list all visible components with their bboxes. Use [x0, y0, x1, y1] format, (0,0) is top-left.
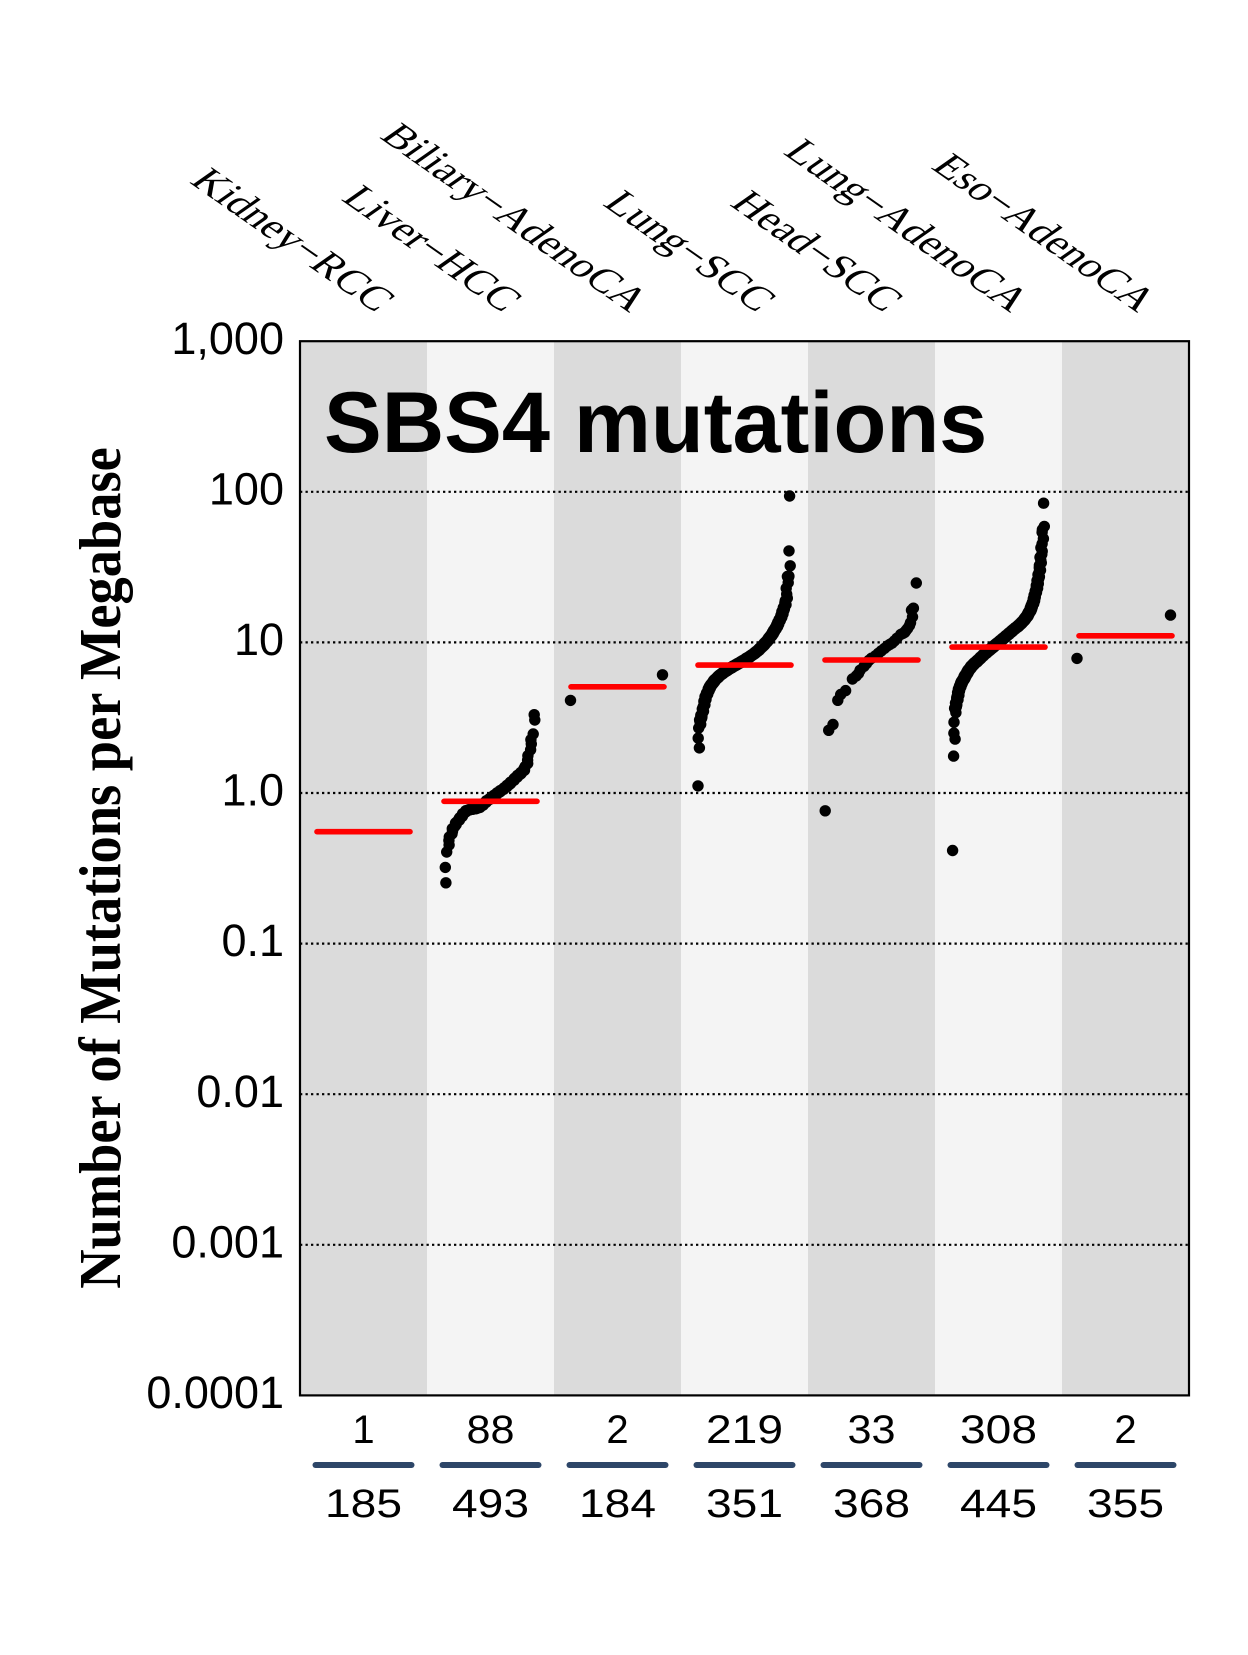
svg-text:1: 1 [352, 1408, 374, 1452]
svg-text:184: 184 [579, 1482, 656, 1526]
svg-text:219: 219 [706, 1408, 783, 1452]
svg-text:355: 355 [1087, 1482, 1164, 1526]
svg-text:351: 351 [706, 1482, 783, 1526]
svg-text:2: 2 [606, 1408, 628, 1452]
svg-text:0.1: 0.1 [221, 915, 284, 966]
svg-text:0.0001: 0.0001 [146, 1367, 284, 1418]
svg-text:100: 100 [209, 463, 284, 514]
svg-text:33: 33 [848, 1408, 896, 1452]
svg-text:0.001: 0.001 [171, 1216, 284, 1267]
svg-text:2: 2 [1114, 1408, 1136, 1452]
svg-text:10: 10 [234, 614, 284, 665]
svg-text:185: 185 [325, 1482, 402, 1526]
svg-text:445: 445 [960, 1482, 1037, 1526]
svg-text:308: 308 [960, 1408, 1037, 1452]
svg-text:1.0: 1.0 [221, 765, 284, 816]
svg-text:0.01: 0.01 [196, 1066, 284, 1117]
svg-text:493: 493 [452, 1482, 529, 1526]
svg-text:1,000: 1,000 [171, 313, 284, 364]
svg-text:368: 368 [833, 1482, 910, 1526]
svg-text:88: 88 [467, 1408, 515, 1452]
svg-text:SBS4 mutations: SBS4 mutations [324, 375, 987, 471]
svg-text:Number of Mutations per Megaba: Number of Mutations per Megabase [68, 447, 134, 1289]
